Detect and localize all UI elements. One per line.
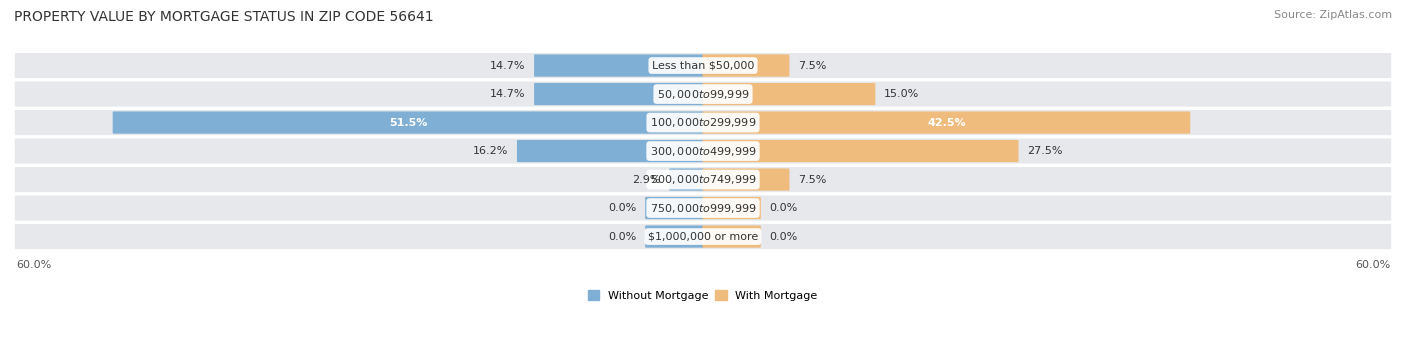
Text: 0.0%: 0.0% <box>609 203 637 213</box>
Text: 60.0%: 60.0% <box>1355 260 1391 270</box>
FancyBboxPatch shape <box>534 54 703 76</box>
FancyBboxPatch shape <box>14 53 1392 78</box>
FancyBboxPatch shape <box>703 140 1018 162</box>
FancyBboxPatch shape <box>703 54 789 76</box>
Text: 51.5%: 51.5% <box>389 118 427 128</box>
FancyBboxPatch shape <box>14 224 1392 249</box>
FancyBboxPatch shape <box>14 110 1392 135</box>
Text: 7.5%: 7.5% <box>799 174 827 185</box>
Text: 14.7%: 14.7% <box>491 89 526 99</box>
Text: Less than $50,000: Less than $50,000 <box>652 61 754 71</box>
FancyBboxPatch shape <box>517 140 703 162</box>
FancyBboxPatch shape <box>112 112 703 134</box>
FancyBboxPatch shape <box>14 167 1392 192</box>
Text: $500,000 to $749,999: $500,000 to $749,999 <box>650 173 756 186</box>
FancyBboxPatch shape <box>669 168 703 191</box>
Text: $300,000 to $499,999: $300,000 to $499,999 <box>650 144 756 157</box>
Text: 16.2%: 16.2% <box>472 146 509 156</box>
FancyBboxPatch shape <box>703 168 789 191</box>
Legend: Without Mortgage, With Mortgage: Without Mortgage, With Mortgage <box>588 290 818 301</box>
FancyBboxPatch shape <box>703 112 1191 134</box>
FancyBboxPatch shape <box>703 225 761 248</box>
Text: $750,000 to $999,999: $750,000 to $999,999 <box>650 202 756 215</box>
FancyBboxPatch shape <box>14 138 1392 164</box>
Text: 42.5%: 42.5% <box>927 118 966 128</box>
FancyBboxPatch shape <box>645 225 703 248</box>
Text: 0.0%: 0.0% <box>769 203 797 213</box>
Text: 0.0%: 0.0% <box>769 232 797 241</box>
FancyBboxPatch shape <box>14 195 1392 221</box>
Text: 0.0%: 0.0% <box>609 232 637 241</box>
FancyBboxPatch shape <box>534 83 703 105</box>
Text: 7.5%: 7.5% <box>799 61 827 71</box>
Text: PROPERTY VALUE BY MORTGAGE STATUS IN ZIP CODE 56641: PROPERTY VALUE BY MORTGAGE STATUS IN ZIP… <box>14 10 433 24</box>
Text: $1,000,000 or more: $1,000,000 or more <box>648 232 758 241</box>
Text: Source: ZipAtlas.com: Source: ZipAtlas.com <box>1274 10 1392 20</box>
FancyBboxPatch shape <box>703 197 761 219</box>
Text: 14.7%: 14.7% <box>491 61 526 71</box>
Text: $50,000 to $99,999: $50,000 to $99,999 <box>657 88 749 101</box>
Text: 2.9%: 2.9% <box>633 174 661 185</box>
Text: 27.5%: 27.5% <box>1026 146 1063 156</box>
Text: $100,000 to $299,999: $100,000 to $299,999 <box>650 116 756 129</box>
FancyBboxPatch shape <box>703 83 876 105</box>
Text: 60.0%: 60.0% <box>15 260 51 270</box>
FancyBboxPatch shape <box>645 197 703 219</box>
FancyBboxPatch shape <box>14 82 1392 107</box>
Text: 15.0%: 15.0% <box>884 89 920 99</box>
